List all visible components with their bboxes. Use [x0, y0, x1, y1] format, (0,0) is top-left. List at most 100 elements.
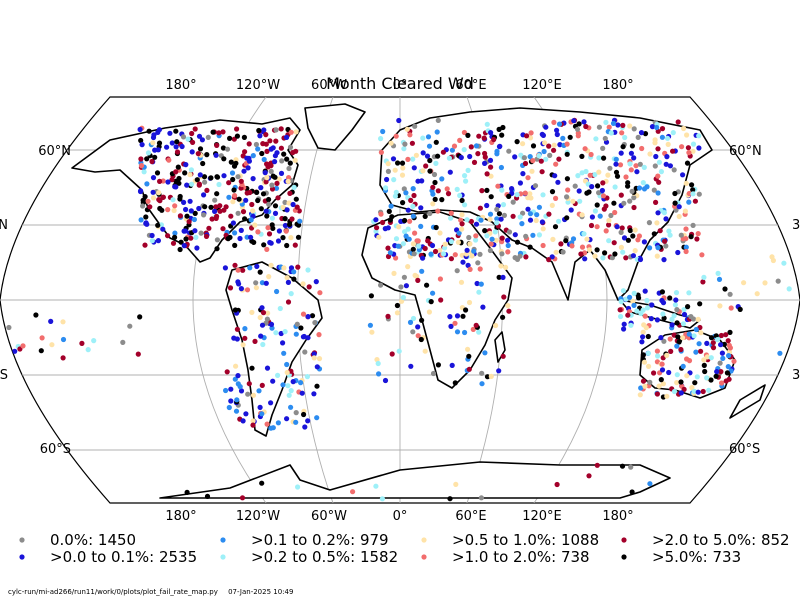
map-title: Month Cleared Wd: [326, 74, 474, 93]
station-marker: [244, 190, 250, 196]
station-marker: [403, 283, 409, 289]
station-marker: [250, 392, 257, 398]
station-marker: [287, 190, 293, 196]
station-marker: [594, 202, 600, 208]
station-marker: [423, 163, 429, 169]
station-marker: [584, 190, 590, 196]
lon-tick-top: 0°: [393, 78, 408, 93]
station-marker: [259, 305, 265, 311]
station-marker: [575, 133, 581, 139]
station-marker: [415, 324, 421, 330]
station-marker: [454, 186, 460, 192]
station-marker: [564, 215, 570, 221]
station-marker: [234, 326, 240, 332]
station-marker: [160, 226, 166, 232]
station-marker: [589, 214, 596, 220]
station-marker: [199, 137, 205, 143]
station-marker: [487, 216, 493, 222]
station-marker: [430, 290, 436, 296]
station-marker: [662, 238, 668, 244]
station-marker: [235, 267, 241, 273]
station-marker: [387, 250, 393, 256]
station-marker: [173, 169, 179, 175]
station-marker: [427, 157, 433, 164]
station-marker: [674, 380, 680, 386]
station-marker: [527, 135, 534, 141]
station-marker: [236, 281, 242, 287]
station-marker: [487, 211, 494, 217]
station-marker: [692, 198, 699, 204]
station-marker: [192, 228, 198, 234]
station-marker: [464, 247, 470, 253]
station-marker: [401, 146, 407, 152]
station-marker: [609, 255, 616, 261]
station-marker: [49, 342, 55, 348]
madagascar: [494, 331, 506, 363]
station-marker: [528, 195, 534, 201]
station-marker: [465, 346, 471, 352]
station-marker: [187, 172, 193, 178]
station-marker: [524, 133, 530, 139]
station-marker: [410, 329, 416, 335]
station-marker: [385, 313, 391, 319]
station-marker: [656, 383, 662, 389]
station-marker: [388, 203, 394, 209]
station-marker: [653, 199, 659, 205]
station-marker: [722, 286, 728, 292]
station-marker: [603, 203, 609, 209]
station-marker: [259, 411, 265, 417]
station-marker: [396, 224, 402, 230]
footer: cylc-run/mi-ad266/run11/work/0/plots/plo…: [8, 588, 301, 596]
station-marker: [672, 302, 679, 308]
station-marker: [314, 364, 320, 370]
station-marker: [479, 188, 485, 194]
station-marker: [621, 235, 628, 241]
station-marker: [263, 208, 269, 214]
station-marker: [176, 175, 182, 182]
station-marker: [288, 129, 294, 135]
station-marker: [189, 149, 195, 155]
station-marker: [588, 222, 595, 229]
station-marker: [680, 363, 686, 369]
station-marker: [20, 343, 26, 349]
station-marker: [250, 418, 256, 424]
station-marker: [183, 162, 189, 168]
station-marker: [433, 139, 439, 145]
station-marker: [525, 175, 531, 181]
station-marker: [554, 131, 560, 138]
station-marker: [284, 207, 290, 213]
station-marker: [546, 211, 552, 217]
station-marker: [419, 317, 425, 323]
station-marker: [413, 152, 419, 158]
station-marker: [536, 232, 543, 238]
station-marker: [629, 143, 636, 149]
station-marker: [410, 186, 416, 192]
station-marker: [240, 418, 246, 424]
station-marker: [691, 333, 697, 339]
lat-tick-right: 3: [792, 368, 800, 383]
station-marker: [762, 280, 768, 286]
station-marker: [384, 176, 390, 183]
station-marker: [401, 186, 407, 192]
station-marker: [529, 168, 535, 174]
station-marker: [473, 221, 480, 227]
station-marker: [582, 256, 588, 262]
station-marker: [418, 336, 424, 343]
station-marker: [690, 222, 696, 228]
station-marker: [474, 280, 480, 287]
station-marker: [647, 151, 653, 157]
station-marker: [725, 364, 731, 370]
station-marker: [452, 320, 458, 326]
station-marker: [644, 305, 651, 311]
station-marker: [530, 232, 536, 238]
station-marker: [627, 123, 633, 129]
station-marker: [685, 145, 692, 151]
station-marker: [690, 187, 696, 193]
station-marker: [230, 220, 236, 226]
station-marker: [668, 348, 674, 354]
station-marker: [484, 374, 491, 380]
station-marker: [520, 141, 526, 147]
station-marker: [181, 199, 187, 205]
station-marker: [708, 335, 715, 341]
station-marker: [628, 167, 634, 173]
